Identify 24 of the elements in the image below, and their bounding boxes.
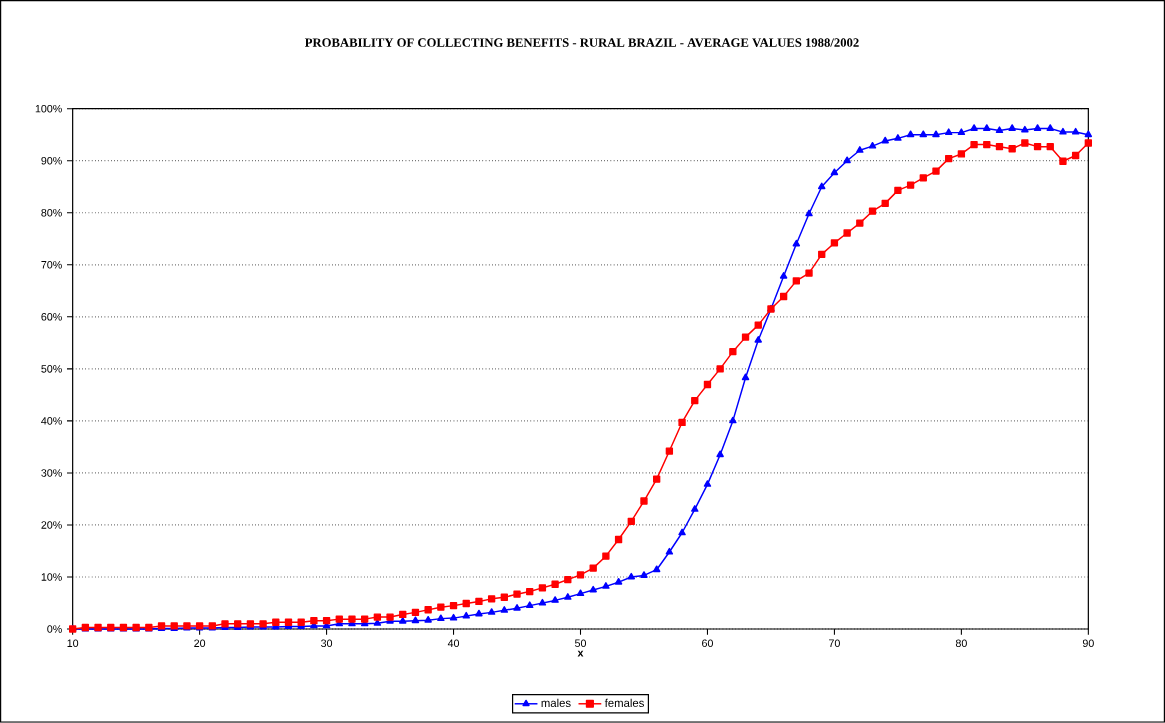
x-tick-label: 30 <box>321 639 333 648</box>
x-tick-label: 90 <box>1082 639 1094 648</box>
y-tick-label: 100% <box>35 105 62 113</box>
legend-label: males <box>541 698 571 708</box>
x-tick-label: 80 <box>955 639 967 648</box>
y-tick-label: 70% <box>41 261 62 269</box>
y-tick-label: 90% <box>41 157 62 165</box>
x-tick-label: 10 <box>67 639 79 648</box>
x-tick-label: 60 <box>702 639 713 648</box>
y-tick-label: 50% <box>41 365 62 373</box>
x-tick-label: 40 <box>447 639 460 648</box>
x-tick-label: 20 <box>194 639 206 648</box>
y-tick-label: 30% <box>41 469 62 477</box>
chart-title: PROBABILITY OF COLLECTING BENEFITS - RURAL BRAZIL - AVERAGE VALUES 1988/2002 <box>304 38 859 48</box>
x-axis-title: x <box>577 650 584 657</box>
legend-label: females <box>604 698 644 708</box>
y-tick-label: 20% <box>41 521 62 529</box>
y-tick-label: 40% <box>41 417 62 425</box>
y-tick-label: 0% <box>47 625 62 633</box>
y-tick-label: 60% <box>41 313 62 321</box>
y-tick-label: 80% <box>41 209 62 217</box>
x-tick-label: 50 <box>574 639 587 648</box>
y-tick-label: 10% <box>41 573 62 581</box>
x-tick-label: 70 <box>829 639 840 648</box>
